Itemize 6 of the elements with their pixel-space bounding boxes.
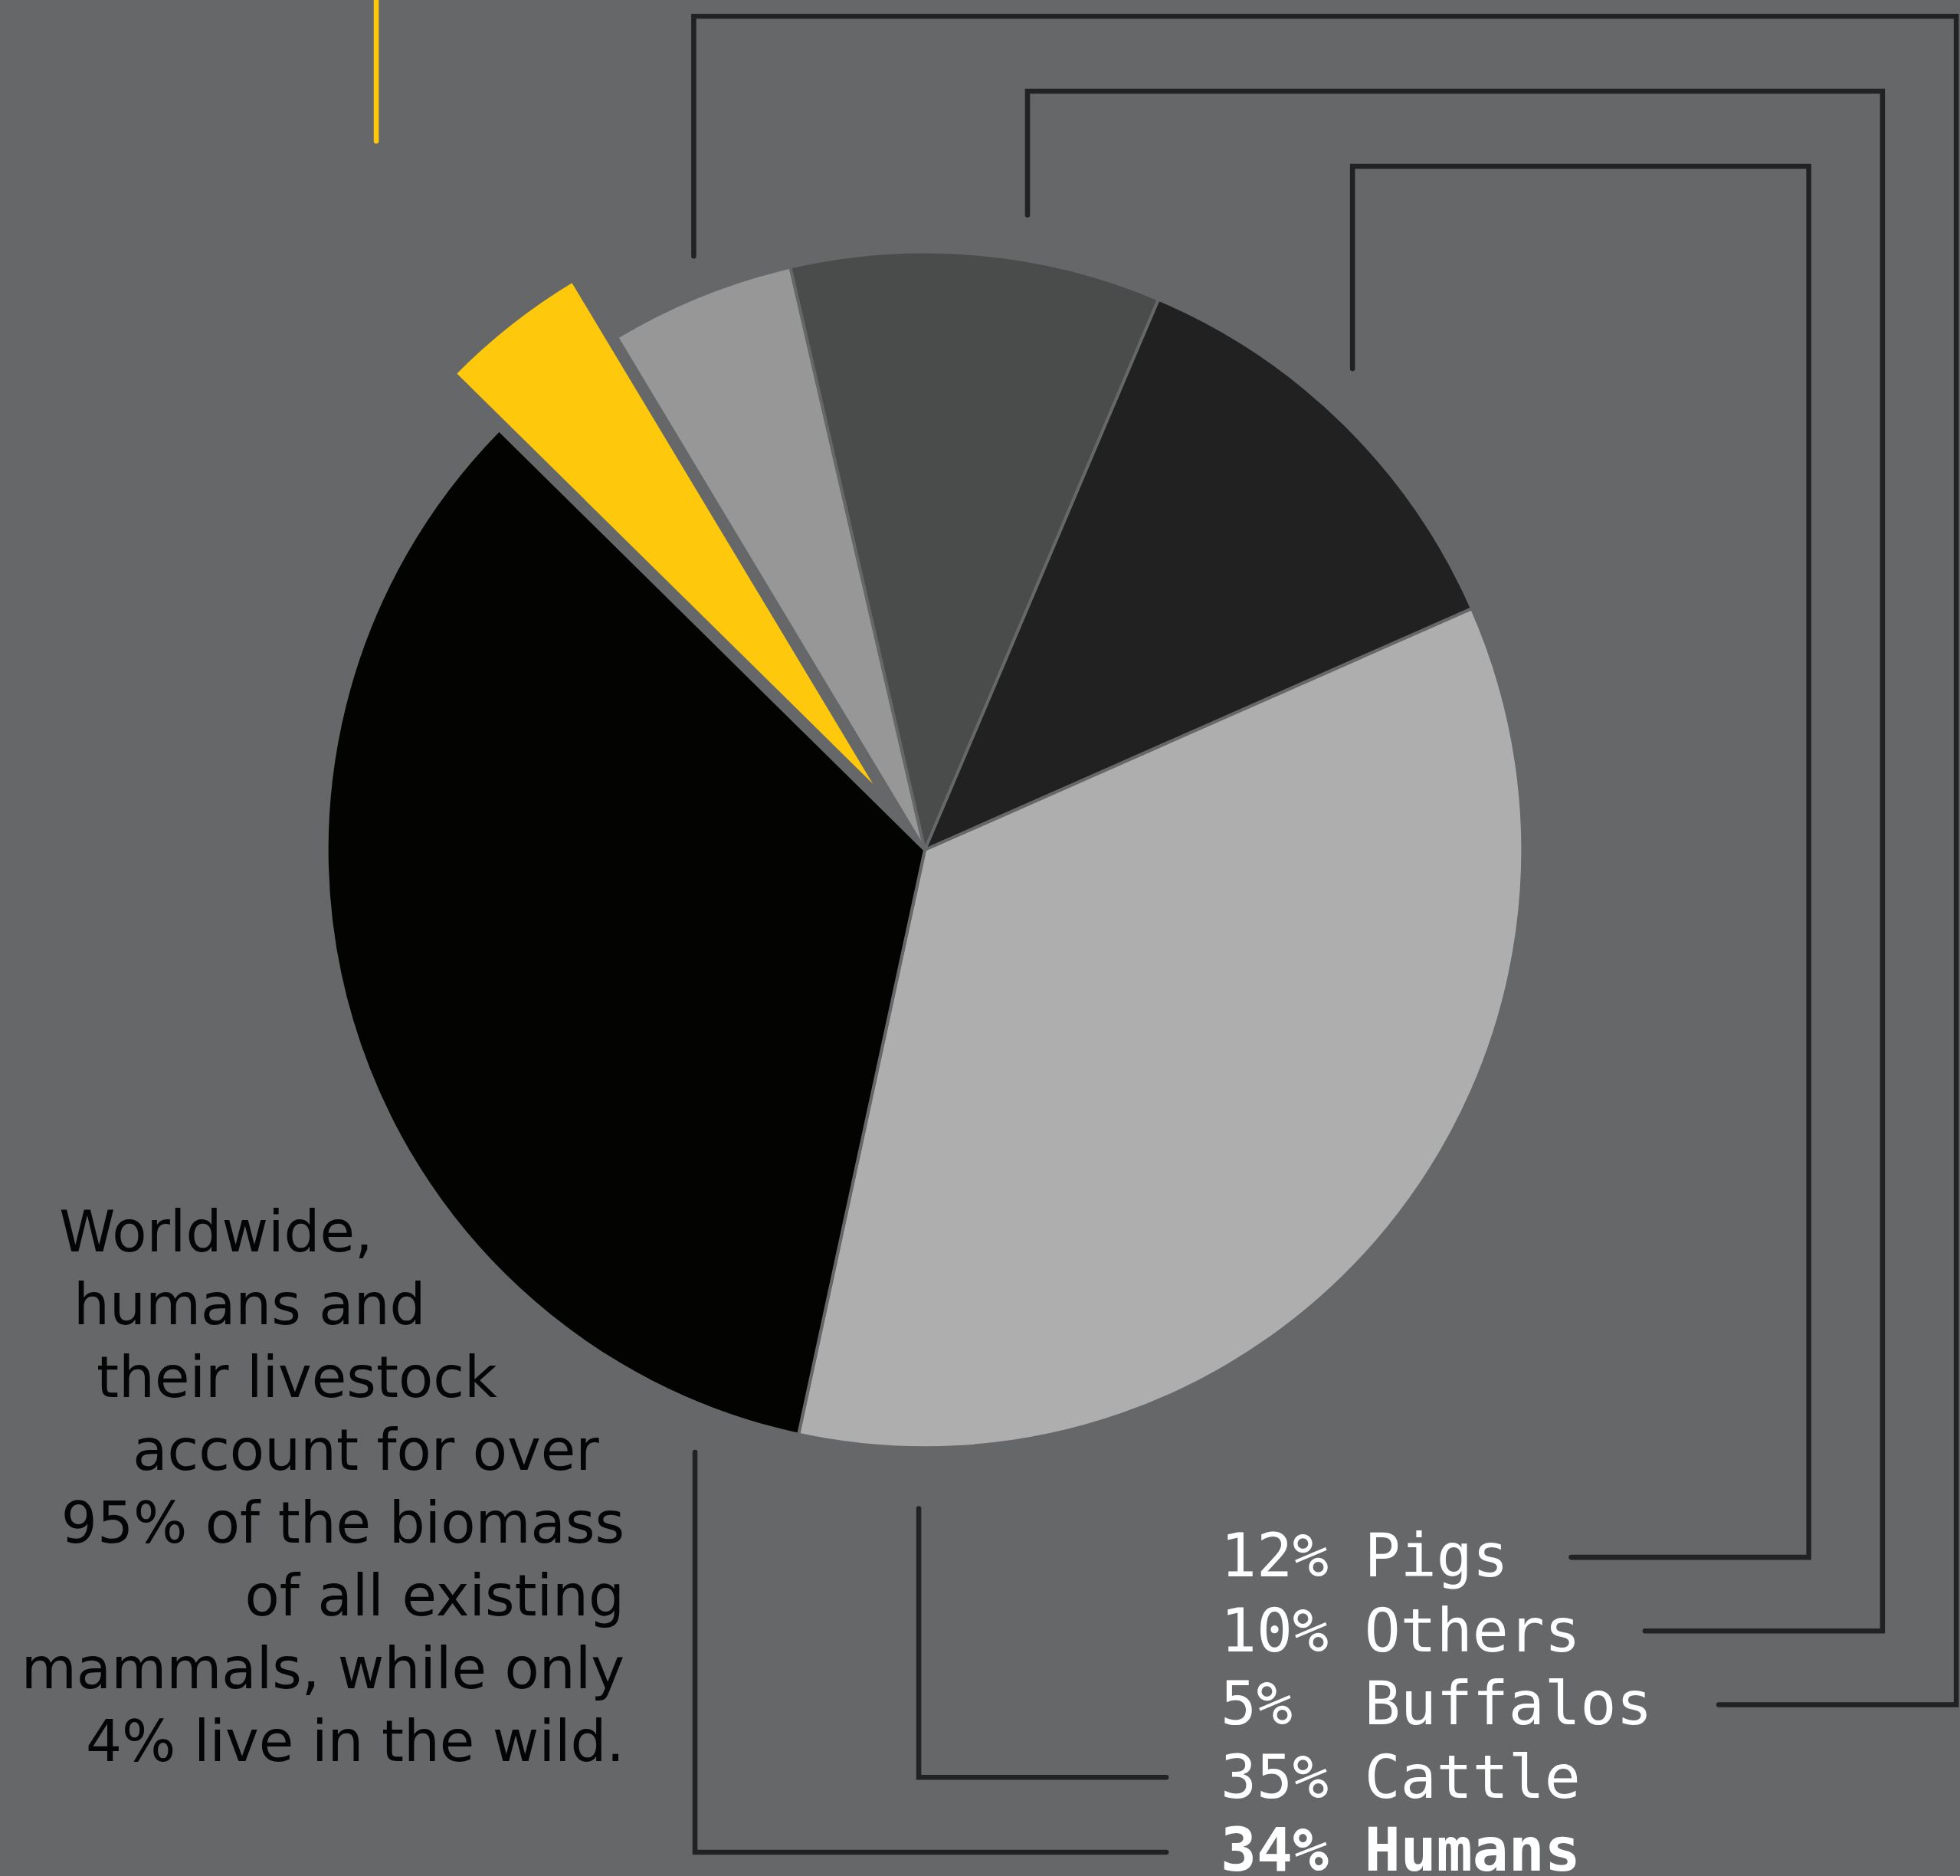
slice-label: 5% Buffalos <box>1221 1669 1653 1738</box>
slice-label: 12% Pigs <box>1221 1521 1509 1590</box>
slice-label: 35% Cattle <box>1221 1743 1581 1812</box>
text: Worldwide, humans and their livestock account for over 95% of the biomass of all existing mammals, while only 4% live in the wild. <box>20 1198 624 1776</box>
slice-label: 10% Others <box>1221 1596 1581 1665</box>
slice-label: 34% Humans <box>1221 1815 1581 1876</box>
